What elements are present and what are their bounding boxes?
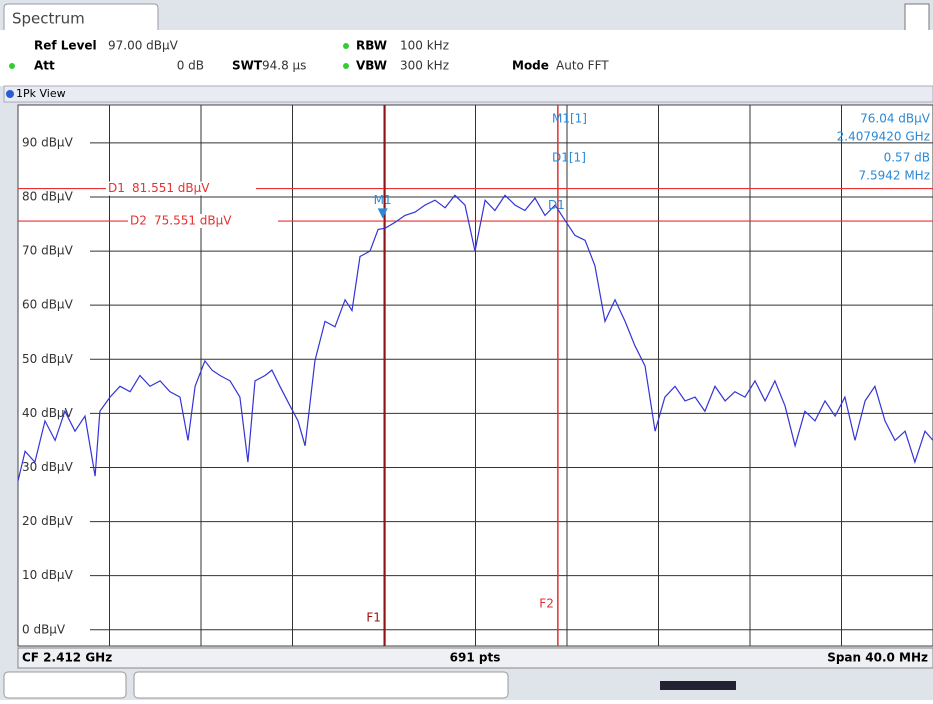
marker-readout: 76.04 dBµV xyxy=(860,112,931,126)
marker-readout: D1[1] xyxy=(552,151,586,165)
marker-readout: M1[1] xyxy=(552,112,587,126)
y-tick-label: 20 dBµV xyxy=(22,514,74,528)
delta-marker-name: D1 xyxy=(548,198,565,212)
marker-readout: 0.57 dB xyxy=(884,151,930,165)
label-bg xyxy=(106,181,256,196)
value: 97.00 dBµV xyxy=(108,39,179,53)
trace-indicator xyxy=(6,90,14,98)
label: VBW xyxy=(356,59,387,73)
label: Ref Level xyxy=(34,39,97,53)
y-tick-label: 90 dBµV xyxy=(22,135,74,149)
settings-panel xyxy=(0,30,933,86)
marker xyxy=(377,208,388,219)
value: Auto FFT xyxy=(556,59,609,73)
status-field xyxy=(133,671,509,699)
frequency-line-name: F1 xyxy=(366,611,381,625)
value: 94.8 µs xyxy=(262,59,306,73)
tab[interactable] xyxy=(3,3,159,30)
display-line-name: D2 xyxy=(130,214,147,228)
menu-button[interactable] xyxy=(904,3,930,33)
view-bar xyxy=(3,85,933,103)
marker-name: M1 xyxy=(374,193,392,207)
trace xyxy=(17,194,933,482)
view-title: 1Pk View xyxy=(16,87,66,100)
label: RBW xyxy=(356,39,387,53)
display-line-label: 81.551 dBµV xyxy=(132,181,210,195)
center-frequency: CF 2.412 GHz xyxy=(22,651,112,665)
softkey[interactable] xyxy=(3,671,127,699)
frequency-line-name: F2 xyxy=(539,597,554,611)
display-line-label: 75.551 dBµV xyxy=(154,214,232,228)
value: 0 dB xyxy=(177,59,204,73)
y-tick-label: 10 dBµV xyxy=(22,568,74,582)
marker-readout: 2.4079420 GHz xyxy=(837,130,930,144)
marker-readout: 7.5942 MHz xyxy=(859,169,930,183)
indicator xyxy=(9,63,15,69)
y-tick-label: 80 dBµV xyxy=(22,189,74,203)
y-tick-label: 40 dBµV xyxy=(22,406,74,420)
indicator xyxy=(343,63,349,69)
label-bg xyxy=(128,214,278,229)
y-tick-label: 60 dBµV xyxy=(22,298,74,312)
y-tick-label: 30 dBµV xyxy=(22,460,74,474)
tab-title[interactable]: Spectrum xyxy=(12,10,85,28)
progress-bar xyxy=(660,681,736,690)
span: Span 40.0 MHz xyxy=(827,651,928,665)
points: 691 pts xyxy=(450,651,501,665)
label: Att xyxy=(34,59,55,73)
indicator xyxy=(343,43,349,49)
value: 300 kHz xyxy=(400,59,449,73)
display-line-name: D1 xyxy=(108,181,125,195)
y-tick-label: 50 dBµV xyxy=(22,352,74,366)
y-tick-label: 70 dBµV xyxy=(22,244,74,258)
label: Mode xyxy=(512,59,549,73)
y-tick-label: 0 dBµV xyxy=(22,622,66,636)
value: 100 kHz xyxy=(400,39,449,53)
footer-bar xyxy=(17,647,933,669)
label: SWT xyxy=(232,59,263,73)
